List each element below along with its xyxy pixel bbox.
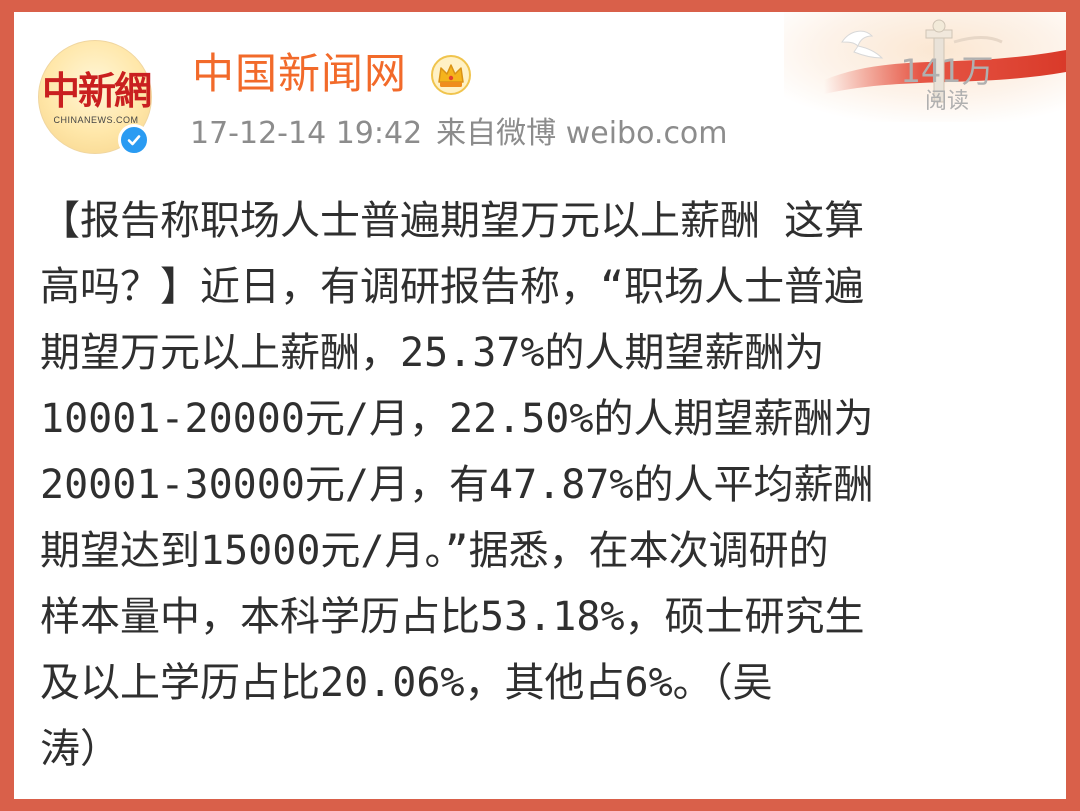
read-label: 阅读 bbox=[924, 89, 969, 114]
read-count: 141万 bbox=[900, 52, 994, 90]
avatar-logo-subtext: CHINANEWS.COM bbox=[53, 115, 139, 125]
weibo-post-card: 141万 阅读 中新網 CHINANEWS.COM 中国新闻网 17-12-14… bbox=[14, 12, 1066, 799]
screenshot-frame: 141万 阅读 中新網 CHINANEWS.COM 中国新闻网 17-12-14… bbox=[14, 12, 1066, 799]
author-name[interactable]: 中国新闻网 bbox=[192, 49, 408, 98]
author-avatar[interactable]: 中新網 CHINANEWS.COM bbox=[38, 40, 152, 154]
post-body-text: 【报告称职场人士普遍期望万元以上薪酬 这算 高吗？】近日，有调研报告称，“职场人… bbox=[40, 198, 874, 772]
header-banner-decoration-icon bbox=[784, 12, 1066, 122]
post-timestamp: 17-12-14 19:42 bbox=[190, 116, 423, 151]
avatar-logo-text: 中新網 bbox=[41, 68, 152, 113]
verified-check-icon bbox=[118, 124, 150, 156]
post-source[interactable]: 来自微博 weibo.com bbox=[436, 116, 728, 151]
post-meta: 17-12-14 19:42 来自微博 weibo.com bbox=[190, 112, 728, 156]
read-count-widget: 141万 阅读 bbox=[892, 52, 1002, 114]
crown-icon[interactable] bbox=[428, 52, 474, 98]
